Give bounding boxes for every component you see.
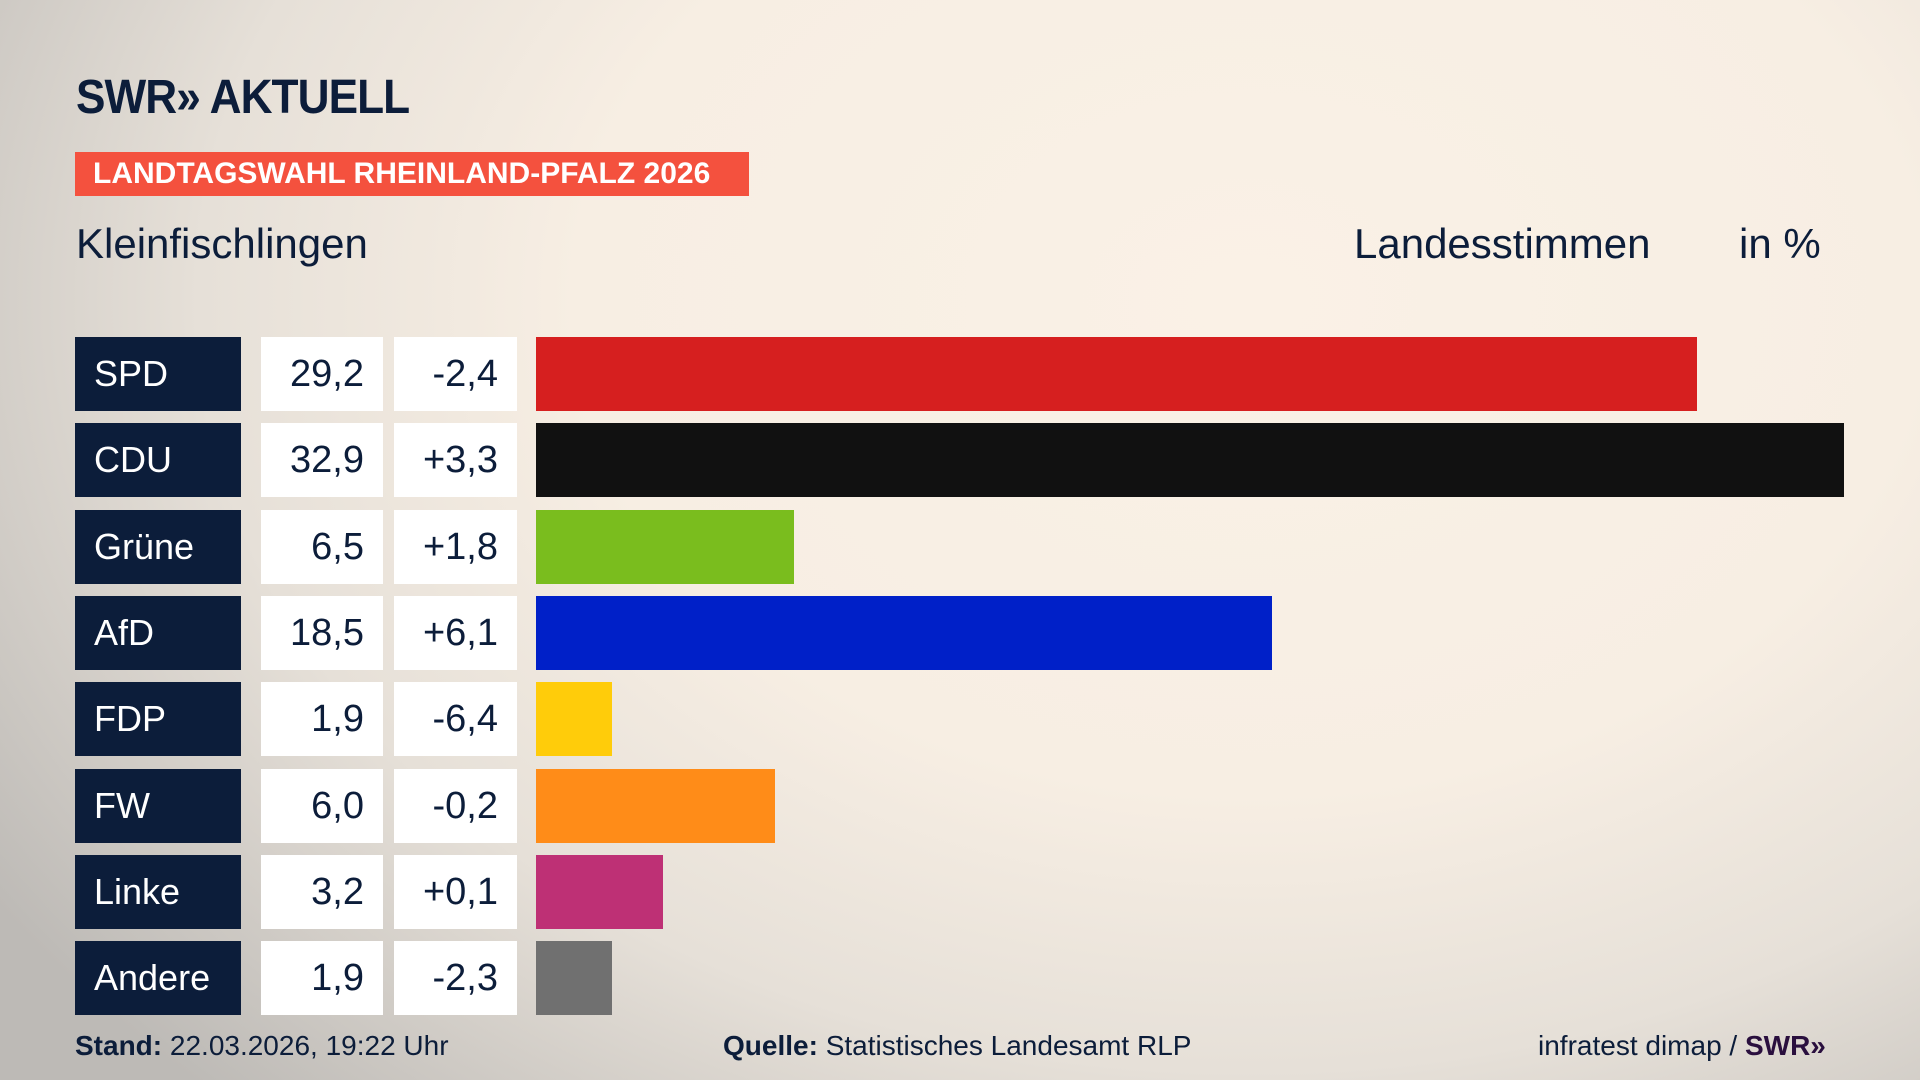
stand-label: Stand:	[75, 1030, 163, 1061]
source: Quelle: Statistisches Landesamt RLP	[723, 1030, 1191, 1062]
bar-andere	[536, 941, 612, 1016]
swr-aktuell-logo: SWR» AKTUELL	[76, 71, 410, 124]
diff-label: +0,1	[394, 854, 517, 929]
swr-logo: SWR»	[1744, 1030, 1826, 1061]
credit: infratest dimap / SWR»	[1538, 1030, 1826, 1062]
diff-label: +6,1	[394, 595, 517, 670]
value-label: 29,2	[261, 337, 383, 411]
bar-spd	[536, 337, 1697, 411]
value-label: 32,9	[261, 423, 383, 498]
value-label: 1,9	[261, 941, 383, 1016]
value-label: 3,2	[261, 854, 383, 929]
party-label: SPD	[75, 337, 241, 411]
diff-label: -2,3	[394, 941, 517, 1016]
party-label: Grüne	[75, 509, 241, 584]
value-label: 1,9	[261, 682, 383, 757]
stand-value: 22.03.2026, 19:22 Uhr	[169, 1030, 449, 1061]
diff-label: -0,2	[394, 768, 517, 843]
party-label: Andere	[75, 941, 241, 1016]
diff-label: -2,4	[394, 337, 517, 411]
party-label: CDU	[75, 423, 241, 498]
bar-cdu	[536, 423, 1844, 498]
party-label: Linke	[75, 854, 241, 929]
unit-label: in %	[1739, 220, 1821, 267]
party-label: AfD	[75, 595, 241, 670]
party-label: FW	[75, 768, 241, 843]
diff-label: +3,3	[394, 423, 517, 498]
bar-grüne	[536, 509, 795, 584]
value-label: 6,0	[261, 768, 383, 843]
bar-afd	[536, 595, 1272, 670]
bar-fw	[536, 768, 775, 843]
credit-text: infratest dimap /	[1538, 1030, 1738, 1061]
diff-label: -6,4	[394, 682, 517, 757]
bar-linke	[536, 854, 664, 929]
vote-type-label: Landesstimmen	[1354, 220, 1651, 267]
election-banner: LANDTAGSWAHL RHEINLAND-PFALZ 2026	[75, 152, 749, 196]
diff-label: +1,8	[394, 509, 517, 584]
place-title: Kleinfischlingen	[76, 220, 368, 267]
timestamp: Stand: 22.03.2026, 19:22 Uhr	[75, 1030, 449, 1062]
bar-fdp	[536, 682, 612, 757]
source-value: Statistisches Landesamt RLP	[825, 1030, 1192, 1061]
value-label: 6,5	[261, 509, 383, 584]
value-label: 18,5	[261, 595, 383, 670]
source-label: Quelle:	[723, 1030, 818, 1061]
party-label: FDP	[75, 682, 241, 757]
